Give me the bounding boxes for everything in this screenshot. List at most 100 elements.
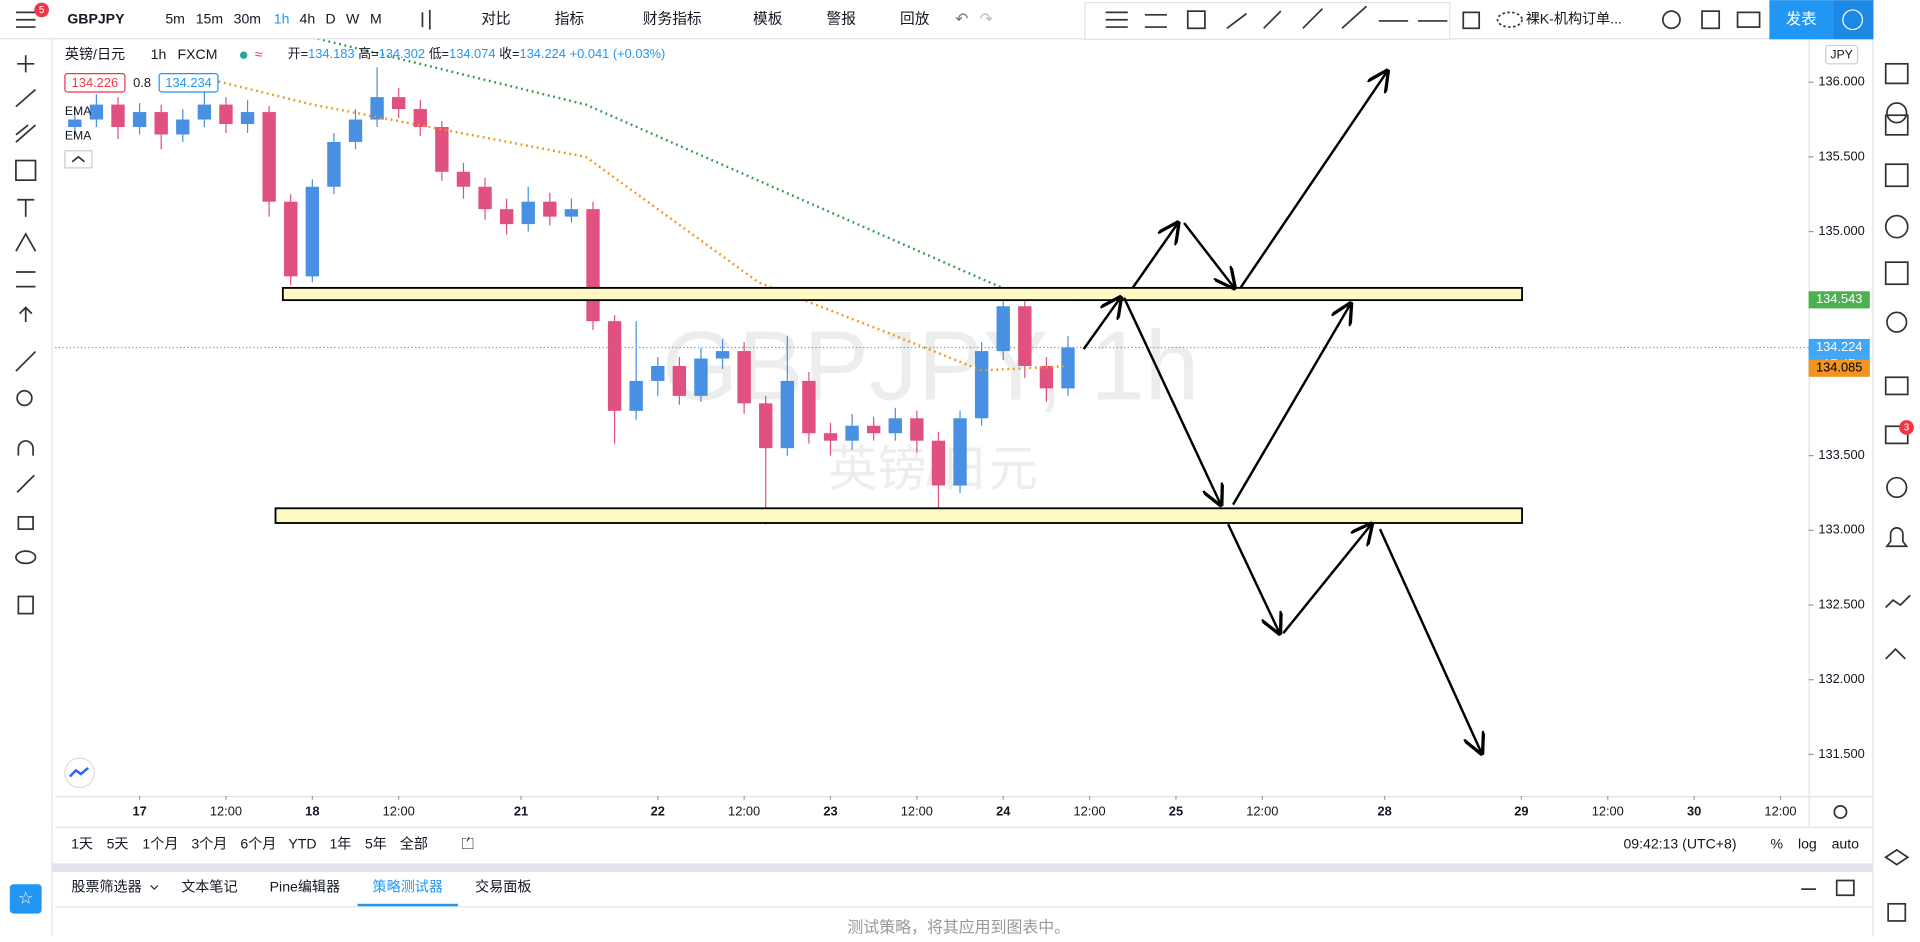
toolbar-button[interactable]: 回放 [900,11,930,28]
logo-icon [68,766,89,778]
panel-tab[interactable]: 策略测试器 [373,879,443,895]
range-button[interactable]: 1天 [71,836,93,852]
candle-body [499,209,514,225]
interval[interactable]: 15m [196,10,223,26]
candle-body [759,403,773,449]
candle-body [435,126,449,172]
chart-type-icon[interactable] [421,9,431,30]
collapse-button[interactable] [64,150,93,169]
candle-body [910,418,924,441]
interval[interactable]: 1h [274,10,290,26]
layout-name[interactable]: 裸K-机构订单... [1526,10,1622,26]
ohlc-value: 134.302 [379,47,425,62]
range-button[interactable]: 1年 [329,836,351,852]
arrows[interactable] [1082,71,1482,753]
x-tick-label: 22 [651,803,665,818]
ohlc-change: +0.041 (+0.03%) [570,47,666,62]
x-tick-label: 24 [996,803,1011,818]
symbol[interactable]: GBPJPY [67,10,125,26]
zone-rectangle[interactable] [281,286,1523,302]
redo[interactable]: ↷ [980,11,993,28]
candle-body [284,201,298,277]
buy-box[interactable] [158,72,219,93]
interval[interactable]: 30m [234,10,261,26]
interval[interactable]: 5m [165,10,185,26]
scale-log[interactable]: log [1798,836,1817,852]
left-toolbar[interactable] [15,55,37,615]
play-button[interactable] [1833,0,1874,40]
interval[interactable]: D [326,10,336,26]
plot [55,39,1809,525]
publish-button[interactable] [1769,0,1834,40]
interval[interactable]: 4h [300,10,316,26]
panel-controls[interactable] [1801,879,1855,897]
candle-body [1018,306,1032,366]
badge [34,2,49,18]
panel-tab[interactable]: 文本笔记 [181,879,237,895]
price-marker [1808,338,1870,357]
tab-dropdown[interactable] [150,885,159,890]
range-button[interactable]: 3个月 [191,836,227,852]
y-tick-label: 133.000 [1818,522,1864,537]
x-tick-label: 28 [1378,803,1392,818]
interval[interactable]: W [346,10,360,26]
toolbar-button[interactable]: 财务指标 [643,11,702,28]
snapshot-icon[interactable] [1736,11,1761,28]
y-tick-label: 136.000 [1818,74,1864,89]
right-sidebar[interactable] [1884,62,1911,922]
price-marker-label: 134.085 [1816,360,1862,375]
toolbar-button[interactable]: 模板 [753,10,783,28]
undo[interactable]: ↶ [955,11,968,28]
panel-tab[interactable]: 交易面板 [475,879,531,895]
menu-icon[interactable] [15,11,36,28]
range-button[interactable]: 5年 [365,836,387,852]
candle-body [931,440,946,486]
zone-rectangle[interactable] [274,507,1523,524]
candle-body [197,104,212,120]
candle-body [176,119,190,135]
panel-tab[interactable]: 股票筛选器 [71,879,141,895]
indicator-label: EMA [65,128,92,142]
candle-body [780,380,795,449]
legend-name: 英镑/日元 [65,46,125,62]
toolbar-button[interactable]: 警报 [827,11,857,28]
toolbar-button[interactable]: 对比 [481,11,510,28]
settings-icon[interactable] [1662,10,1681,30]
ohlc-label: 低= [429,47,449,62]
candle-body [888,418,902,434]
candle-body [456,171,471,187]
panel-tab[interactable]: Pine编辑器 [270,879,340,895]
x-tick-label: 25 [1169,803,1183,818]
toolbar-button[interactable]: 指标 [555,11,585,28]
range-button[interactable]: YTD [288,836,316,852]
candle-body [543,201,557,217]
range-bar: 1天 5天 1个月 3个月 6个月 YTD 1年 5年 全部 [71,836,428,852]
candle-body [327,141,341,187]
ohlc: 开=134.183 高=134.302 低=134.074 收=134.224 +0.0… [288,47,666,62]
drawing-tools[interactable] [1105,5,1481,30]
sell-price: 134.226 [72,75,118,90]
range-button[interactable]: 全部 [400,836,428,852]
range-button[interactable]: 6个月 [240,836,276,852]
star-icon: ☆ [18,887,33,907]
goto-date[interactable]: ⏍ [462,836,474,853]
badge [1899,420,1914,435]
range-button[interactable]: 5天 [107,836,129,852]
buy-price: 134.234 [165,75,211,90]
axis-settings[interactable] [1833,804,1848,819]
scale-auto[interactable]: auto [1832,836,1860,852]
fullscreen-icon[interactable] [1701,10,1721,30]
candle-body [370,97,384,120]
candle-body [413,109,427,127]
candle-body [974,351,989,419]
ohlc-value: 134.224 [520,47,566,62]
scale-percent[interactable]: % [1770,836,1783,852]
watchlist-button[interactable] [9,884,42,914]
sell-box[interactable] [64,72,126,93]
candle-body [154,112,168,135]
candle-body [305,186,320,277]
range-button[interactable]: 1个月 [142,836,178,852]
badge-text: 5 [39,5,45,16]
interval[interactable]: M [370,10,382,26]
